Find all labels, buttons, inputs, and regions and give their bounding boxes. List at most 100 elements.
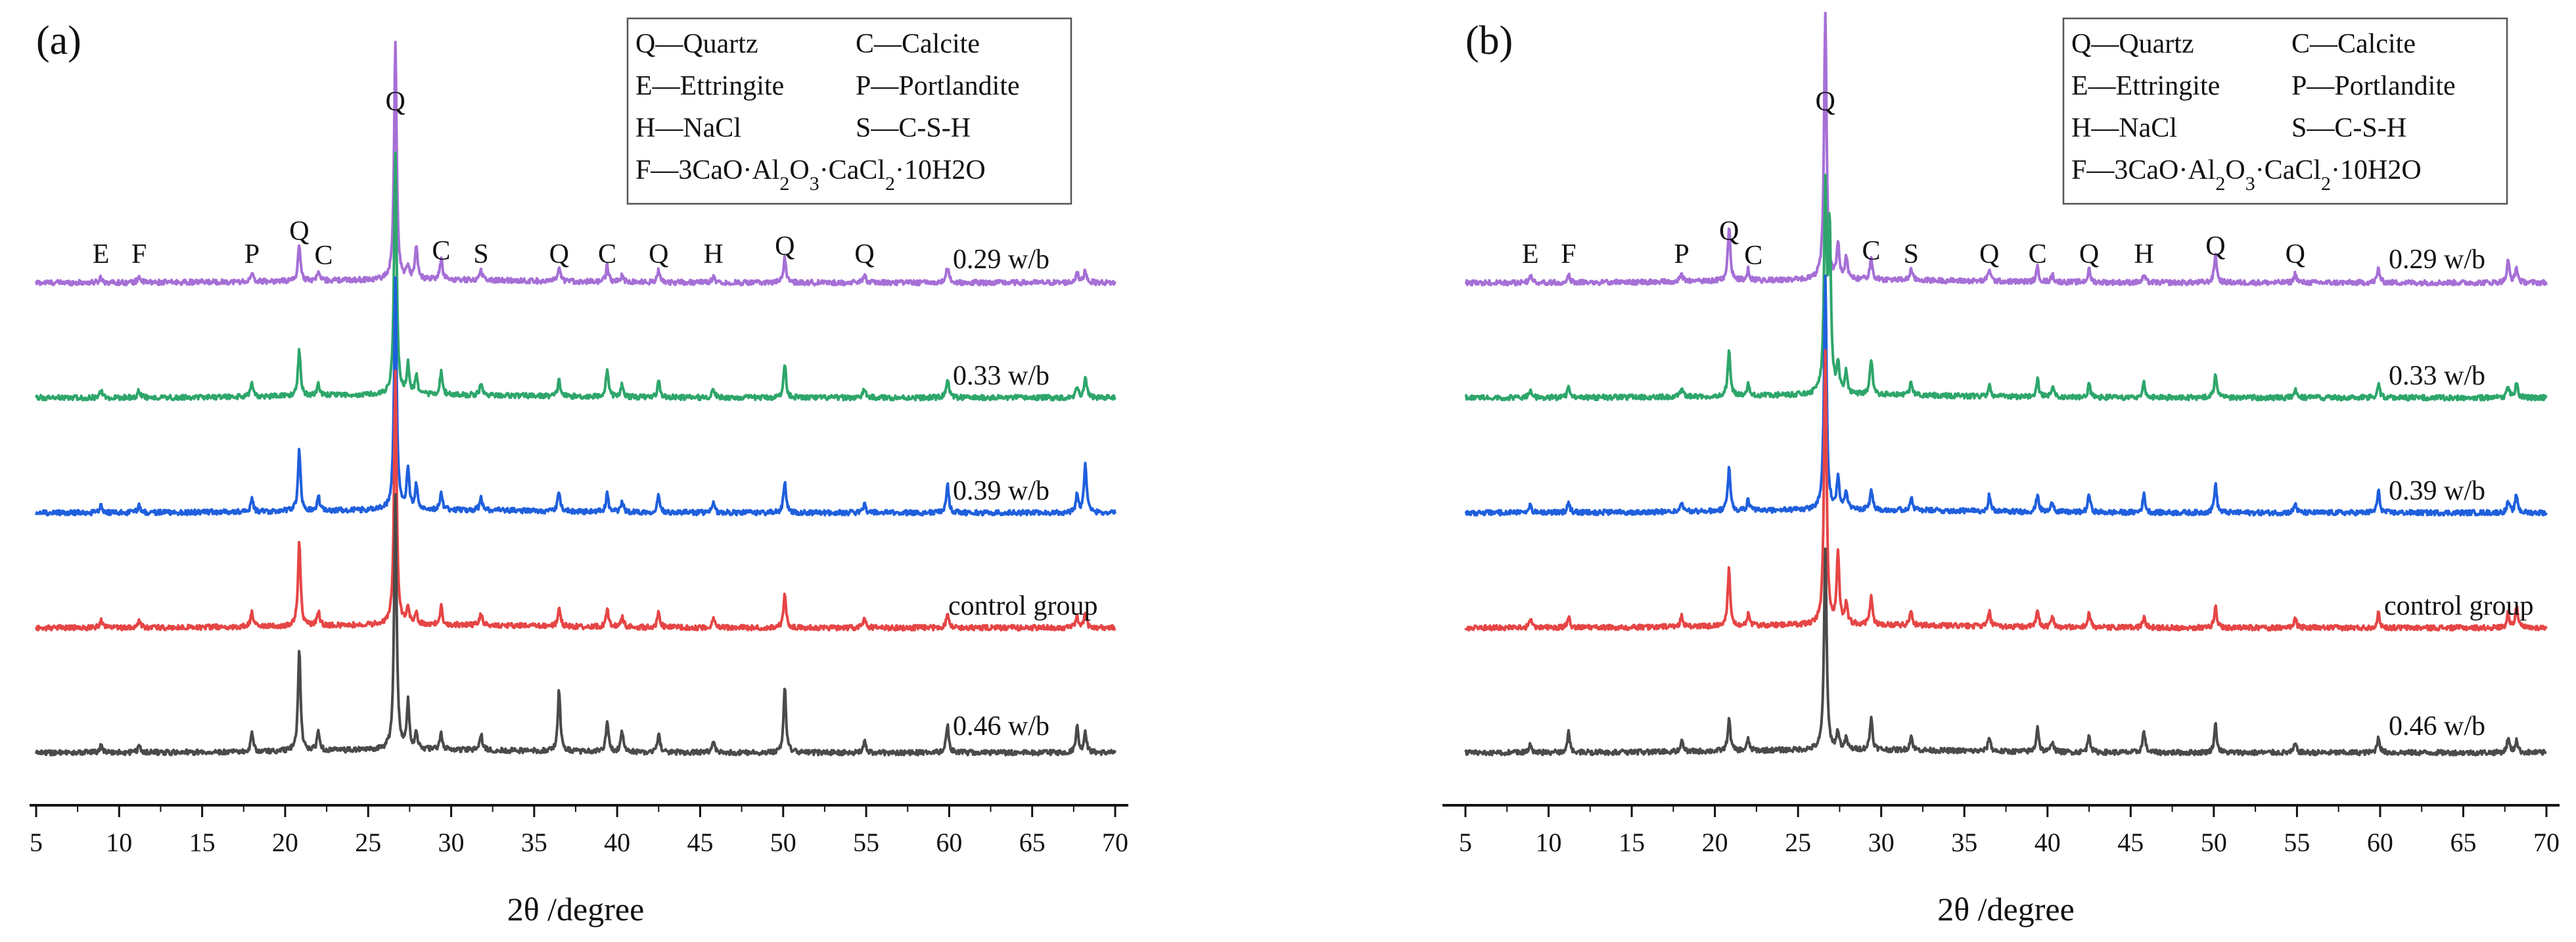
legend-entry: Q—Quartz: [635, 29, 758, 59]
x-tick-label: 60: [2367, 828, 2393, 857]
peak-annotation: S: [473, 239, 488, 270]
series-line: [35, 369, 1116, 632]
series-line: [35, 493, 1116, 757]
peak-annotation: S: [1904, 239, 1919, 270]
series-label: 0.39 w/b: [953, 476, 1049, 506]
peak-annotation: Q: [2286, 239, 2305, 270]
peak-annotation: C: [432, 236, 450, 266]
x-tick-label: 45: [2117, 828, 2144, 857]
peak-annotation: C: [598, 239, 616, 270]
peak-annotation: Q: [1719, 216, 1739, 247]
peak-annotation: Q: [1815, 87, 1835, 117]
legend-entry: S—C-S-H: [2291, 113, 2406, 143]
peak-annotation: E: [1522, 239, 1539, 270]
legend-entry: H—NaCl: [635, 113, 741, 143]
legend-entry: Q—Quartz: [2071, 29, 2194, 59]
peak-annotation: F: [1561, 239, 1576, 270]
peak-annotation: Q: [2205, 231, 2225, 262]
peak-annotation: P: [244, 239, 260, 270]
x-tick-label: 70: [1102, 828, 1128, 857]
series-line: [35, 276, 1116, 517]
x-axis-title: 2θ /degree: [507, 891, 645, 928]
legend-entry: P—Portlandite: [856, 71, 1020, 101]
x-tick-label: 10: [1536, 828, 1562, 857]
legend-entry: E—Ettringite: [635, 71, 784, 101]
peak-annotation: F: [131, 239, 147, 270]
legend-entry: H—NaCl: [2071, 113, 2177, 143]
x-tick-label: 15: [189, 828, 216, 857]
x-tick-label: 65: [1019, 828, 1046, 857]
x-tick-label: 25: [355, 828, 381, 857]
series-label: 0.39 w/b: [2389, 476, 2485, 506]
x-tick-label: 55: [2284, 828, 2310, 857]
x-tick-label: 20: [1702, 828, 1728, 857]
x-tick-label: 60: [936, 828, 962, 857]
peak-annotation: Q: [775, 231, 794, 262]
peak-annotation: H: [703, 239, 723, 270]
series-line: [1464, 274, 2548, 517]
x-tick-label: 35: [521, 828, 547, 857]
x-axis-title: 2θ /degree: [1937, 891, 2075, 928]
x-tick-label: 40: [2035, 828, 2061, 857]
x-tick-label: 65: [2450, 828, 2476, 857]
peak-annotation: E: [93, 239, 110, 270]
series-line: [1465, 11, 2548, 287]
series-label: 0.29 w/b: [2389, 245, 2485, 275]
x-tick-label: 5: [1459, 828, 1472, 857]
x-tick-label: 15: [1619, 828, 1645, 857]
legend-entry: C—Calcite: [856, 29, 980, 59]
legend-entry: S—C-S-H: [856, 113, 971, 143]
peak-annotation: Q: [289, 216, 309, 247]
x-tick-label: 45: [687, 828, 713, 857]
x-tick-label: 55: [853, 828, 879, 857]
series-line: [1464, 174, 2548, 402]
x-tick-label: 40: [604, 828, 630, 857]
panel-b: (b) 5 10 15 20 25 30 35 40 45 50 55 60 65 70 2θ /degree…: [1442, 11, 2560, 928]
peak-annotation: P: [1674, 239, 1689, 270]
series-label: 0.46 w/b: [953, 711, 1049, 742]
legend-entry: C—Calcite: [2291, 29, 2416, 59]
x-tick-label: 20: [272, 828, 298, 857]
series-line: [35, 151, 1116, 402]
series-line: [1464, 348, 2548, 632]
peak-annotation: Q: [1979, 239, 1999, 270]
peak-annotation: Q: [385, 87, 405, 117]
legend-entry: F—3CaO·Al2O3·CaCl2·10H2O: [635, 155, 986, 195]
legend-entry: F—3CaO·Al2O3·CaCl2·10H2O: [2071, 155, 2422, 195]
series-label: 0.29 w/b: [953, 245, 1049, 275]
peak-annotation: Q: [549, 239, 569, 270]
x-tick-label: 10: [106, 828, 132, 857]
series-label: 0.46 w/b: [2389, 711, 2485, 742]
peak-annotation: C: [2029, 239, 2047, 270]
peak-annotation: C: [1862, 236, 1881, 266]
series-label: control group: [948, 591, 1097, 621]
legend-entry: E—Ettringite: [2071, 71, 2220, 101]
peak-annotation: Q: [649, 239, 668, 270]
x-tick-label: 35: [1951, 828, 1977, 857]
series-line: [1464, 547, 2547, 757]
panel-a: (a) 5 10 15 20 25 30 35 40 45 50 55 60 65 70 2θ /degree…: [30, 17, 1128, 928]
series-label: 0.33 w/b: [953, 361, 1049, 391]
peak-annotation: C: [1744, 241, 1762, 271]
peak-annotation: Q: [2079, 239, 2099, 270]
series-line: [35, 40, 1116, 287]
series-label: control group: [2384, 591, 2533, 621]
x-tick-label: 5: [30, 828, 43, 857]
legend-box: [2062, 17, 2508, 205]
peak-annotation: Q: [854, 239, 874, 270]
series-label: 0.33 w/b: [2389, 361, 2485, 391]
x-tick-label: 30: [438, 828, 465, 857]
x-tick-label: 50: [770, 828, 796, 857]
x-tick-label: 70: [2533, 828, 2560, 857]
panel-label: (a): [36, 18, 81, 63]
peak-annotation: C: [314, 241, 333, 271]
x-tick-label: 30: [1868, 828, 1895, 857]
legend-entry: P—Portlandite: [2291, 71, 2456, 101]
legend-box: [626, 17, 1072, 205]
panel-label: (b): [1465, 18, 1513, 63]
x-tick-label: 25: [1785, 828, 1811, 857]
x-tick-label: 50: [2201, 828, 2227, 857]
peak-annotation: H: [2134, 239, 2153, 270]
